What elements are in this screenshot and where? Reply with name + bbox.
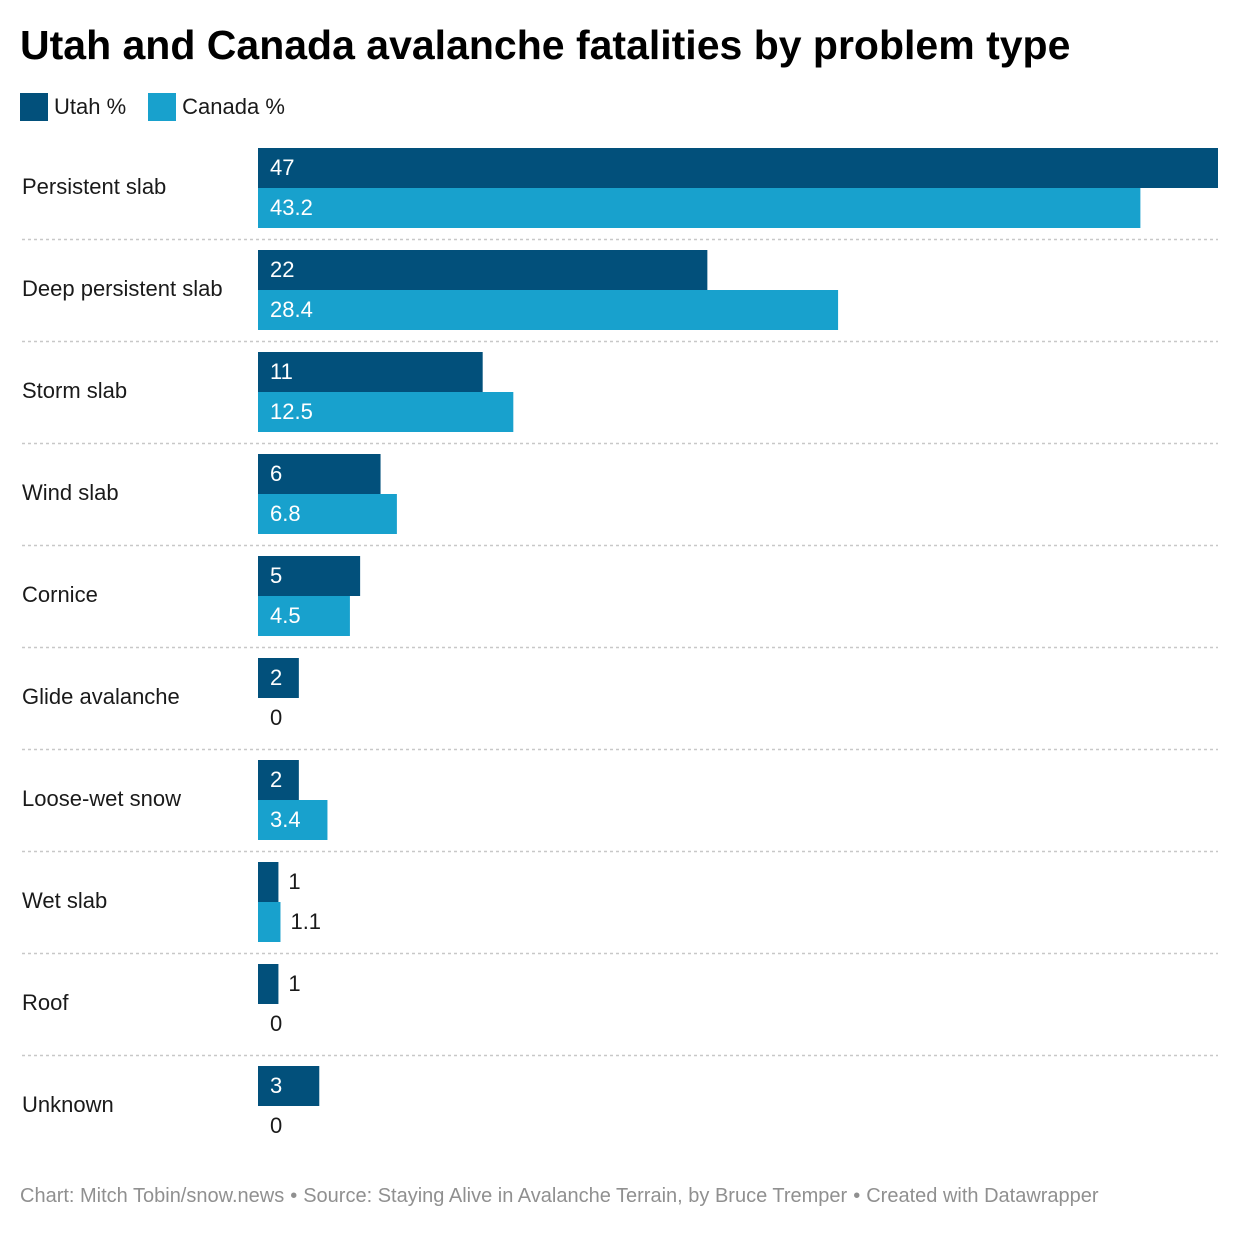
data-label-canada: 12.5 (270, 399, 313, 424)
footer-separator: • (853, 1185, 861, 1207)
bar-utah (258, 454, 381, 494)
bar-utah (258, 658, 299, 698)
bar-utah (258, 250, 708, 290)
bar-utah (258, 760, 299, 800)
data-label-utah: 6 (270, 461, 282, 486)
data-label-canada: 3.4 (270, 807, 301, 832)
data-label-canada: 6.8 (270, 501, 301, 526)
data-label-utah: 1 (288, 869, 300, 894)
category-group: Unknown 3 0 (22, 1066, 320, 1138)
bar-utah (258, 964, 279, 1004)
footer-created-with: Created with Datawrapper (866, 1185, 1099, 1207)
data-label-utah: 3 (270, 1073, 282, 1098)
bar-utah (258, 1066, 320, 1106)
footer-separator: • (290, 1185, 298, 1207)
bar-chart: Persistent slab 47 43.2 Deep persistent sla… (22, 148, 1218, 1138)
bar-utah (258, 148, 1218, 188)
legend-swatch-utah (20, 93, 48, 121)
legend-label-utah: Utah % (54, 94, 127, 119)
footer: Chart: Mitch Tobin/snow.news • Source: Sta… (20, 1185, 1099, 1208)
bar-canada (258, 800, 328, 840)
category-group: Storm slab 11 12.5 (22, 352, 1218, 445)
category-label: Cornice (22, 582, 98, 607)
category-label: Wind slab (22, 480, 119, 505)
category-label: Glide avalanche (22, 684, 180, 709)
bar-canada (258, 392, 514, 432)
category-group: Wind slab 6 6.8 (22, 454, 1218, 547)
legend: Utah % Canada % (20, 92, 307, 122)
category-label: Persistent slab (22, 174, 166, 199)
category-group: Cornice 5 4.5 (22, 556, 1218, 649)
data-label-utah: 22 (270, 257, 294, 282)
category-group: Roof 10 (22, 964, 1218, 1057)
bar-canada (258, 494, 397, 534)
category-label: Storm slab (22, 378, 127, 403)
bar-canada (258, 290, 839, 330)
chart-title: Utah and Canada avalanche fatalities by … (20, 22, 1071, 68)
legend-swatch-canada (148, 93, 177, 121)
category-group: Deep persistent slab 22 28.4 (22, 250, 1218, 343)
data-label-utah: 5 (270, 563, 282, 588)
data-label-utah: 11 (270, 359, 293, 384)
category-group: Loose-wet snow 2 3.4 (22, 760, 1218, 853)
bar-canada (258, 188, 1141, 228)
bar-canada (258, 596, 350, 636)
legend-item-canada: Canada % (148, 93, 285, 121)
bar-utah (258, 556, 361, 596)
category-label: Roof (22, 990, 69, 1015)
data-label-utah: 47 (270, 155, 294, 180)
category-group: Glide avalanche 2 0 (22, 658, 1218, 751)
category-label: Loose-wet snow (22, 786, 181, 811)
category-label: Deep persistent slab (22, 276, 223, 301)
data-label-utah: 2 (270, 665, 282, 690)
data-label-canada: 4.5 (270, 603, 301, 628)
data-label-canada: 43.2 (270, 195, 313, 220)
category-label: Unknown (22, 1092, 114, 1117)
legend-item-utah: Utah % (20, 93, 126, 121)
data-label-canada: 0 (270, 1011, 282, 1036)
data-label-canada: 0 (270, 705, 282, 730)
category-group: Wet slab 1 1.1 (22, 862, 1218, 955)
legend-label-canada: Canada % (182, 94, 285, 119)
footer-source: Source: Staying Alive in Avalanche Terra… (303, 1185, 848, 1207)
footer-chart-credit: Chart: Mitch Tobin/snow.news (20, 1185, 285, 1207)
data-label-canada: 1.1 (290, 909, 321, 934)
data-label-utah: 2 (270, 767, 282, 792)
data-label-canada: 28.4 (270, 297, 313, 322)
bar-utah (258, 352, 483, 392)
data-label-canada: 0 (270, 1113, 282, 1138)
data-label-utah: 1 (288, 971, 300, 996)
bar-utah (258, 862, 279, 902)
bar-canada (258, 902, 281, 942)
category-label: Wet slab (22, 888, 107, 913)
category-group: Persistent slab 47 43.2 (22, 148, 1218, 241)
